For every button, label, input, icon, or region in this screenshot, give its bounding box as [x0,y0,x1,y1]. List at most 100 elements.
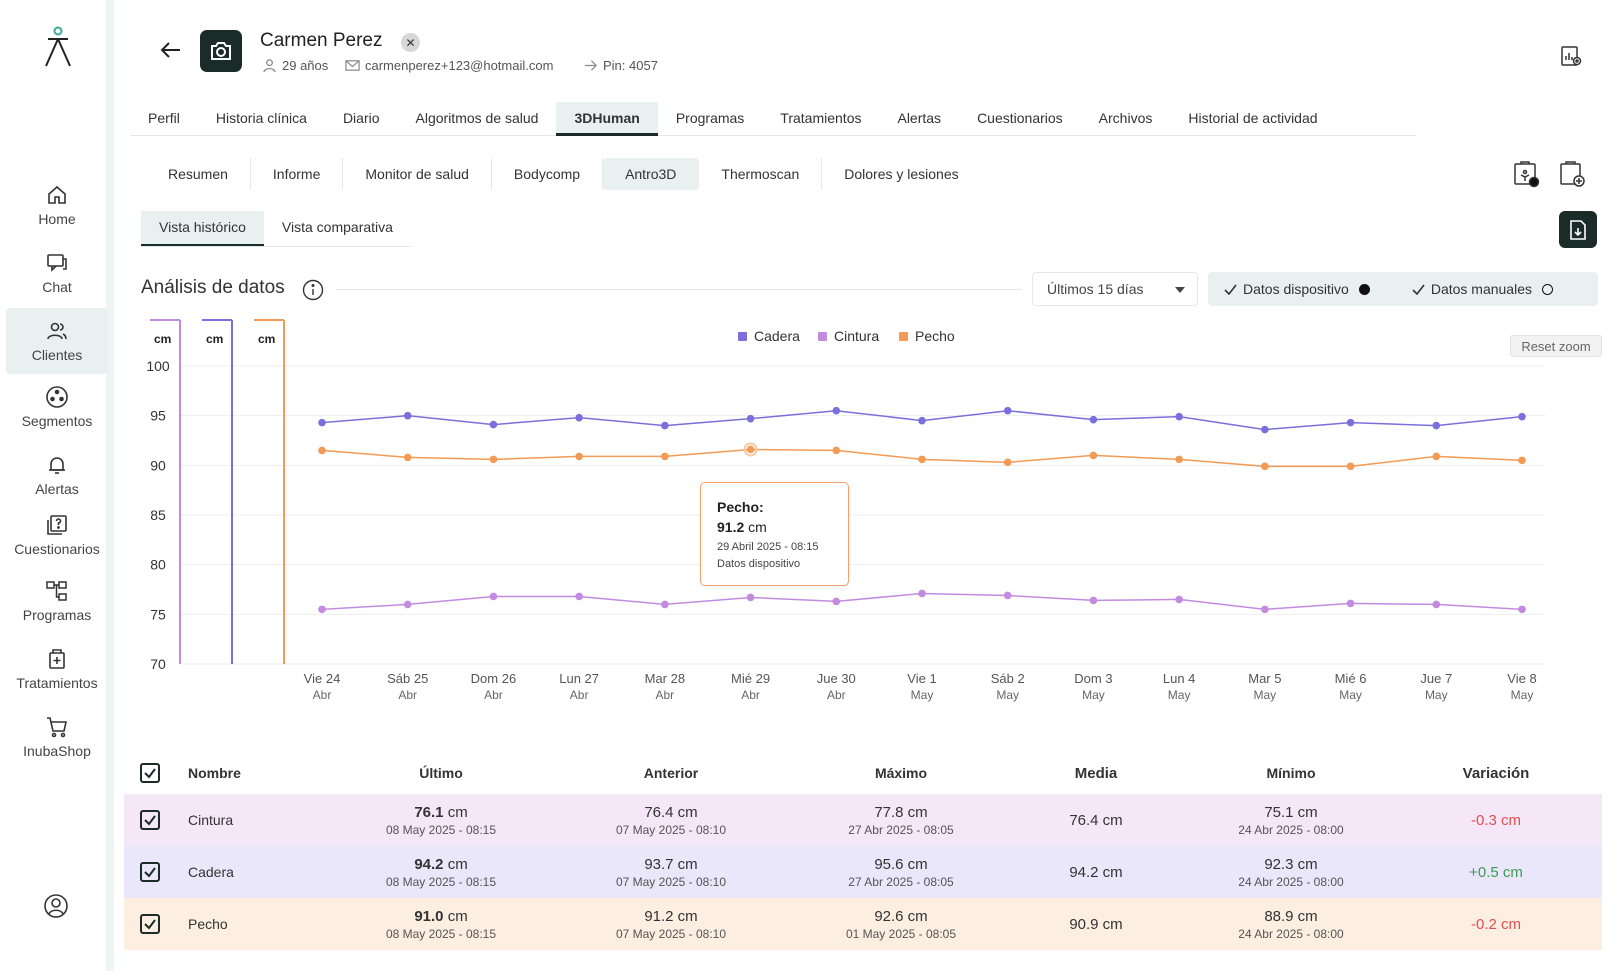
sidebar-item-programas[interactable]: Programas [6,568,108,634]
tab-vista-comparativa[interactable]: Vista comparativa [281,219,393,235]
sidebar-item-clientes[interactable]: Clientes [6,308,108,374]
cell-minimo: 75.1 cm 24 Abr 2025 - 08:00 [1238,803,1344,837]
subtab-bodycomp[interactable]: Bodycomp [492,158,604,190]
data-point [661,421,669,430]
chat-icon [47,254,67,272]
check-icon [1224,284,1237,295]
view-tabs: Vista histórico Vista comparativa [141,211,411,247]
subtab-dolores-y-lesiones[interactable]: Dolores y lesiones [844,166,959,182]
tab-alertas[interactable]: Alertas [897,110,942,126]
sidebar-item-label: Programas [22,607,92,623]
table-row[interactable]: Cadera 94.2 cm 08 May 2025 - 08:15 93.7 cm 0… [124,846,1602,898]
cell-ultimo: 94.2 cm 08 May 2025 - 08:15 [385,855,497,889]
toggle-manual-data[interactable]: Datos manuales [1412,281,1553,297]
data-point [1518,605,1526,614]
tab-diario[interactable]: Diario [342,110,380,126]
cell-maximo: 77.8 cm 27 Abr 2025 - 08:05 [848,803,954,837]
sidebar-item-tratamientos[interactable]: Tratamientos [6,636,108,702]
sidebar-item-chat[interactable]: Chat [6,240,108,306]
data-point [1003,406,1012,415]
add-clipboard-icon[interactable] [1558,160,1586,188]
tooltip-title: Pecho: [717,499,764,515]
tab-tratamientos[interactable]: Tratamientos [780,110,862,126]
report-settings-icon[interactable] [1559,44,1583,68]
chevron-down-icon [1175,287,1185,293]
chart-tooltip: Pecho: 91.2 cm 29 Abril 2025 - 08:15 Dat… [700,482,849,586]
range-select[interactable]: Últimos 15 días [1032,272,1198,306]
info-icon[interactable] [302,279,324,301]
toggle-device-data[interactable]: Datos dispositivo [1224,281,1370,297]
close-client-icon[interactable]: ✕ [401,33,420,52]
subtab-informe[interactable]: Informe [251,158,344,190]
tab-algoritmos-de-salud[interactable]: Algoritmos de salud [415,110,539,126]
measurements-chart: 70 75 80 85 90 95 100 cm cm cm Vie 24 Abr Sáb 25 Abr D… [146,319,1545,702]
data-point [1518,456,1526,465]
body-scan-icon[interactable] [1512,160,1540,188]
programs-icon [46,581,67,601]
select-all-checkbox[interactable] [140,763,160,783]
data-point [1346,462,1355,471]
x-tick-label: Vie 1 [907,671,936,686]
sidebar-item-label: Cuestionarios [14,541,100,557]
tab-cuestionarios[interactable]: Cuestionarios [977,110,1063,126]
x-tick-label: Sáb 25 [387,671,428,686]
x-tick-sublabel: Abr [484,688,503,702]
col-anterior[interactable]: Anterior [643,765,699,781]
col-ultimo[interactable]: Último [419,765,463,781]
treatments-icon [49,649,65,669]
cell-variacion: +0.5 cm [1469,863,1523,881]
data-point [403,453,412,462]
sidebar-item-cuestionarios[interactable]: Cuestionarios [6,502,108,568]
download-report-button[interactable] [1559,211,1597,248]
data-point [575,452,583,461]
row-checkbox[interactable] [140,914,160,934]
tooltip-source: Datos dispositivo [717,558,801,570]
data-point [318,418,326,427]
tab-historial-de-actividad[interactable]: Historial de actividad [1188,110,1318,126]
sidebar-item-alertas[interactable]: Alertas [6,442,108,508]
col-nombre[interactable]: Nombre [188,765,241,781]
data-point [661,452,669,461]
subtab-resumen[interactable]: Resumen [146,158,251,190]
cell-maximo: 92.6 cm 01 May 2025 - 08:05 [845,907,957,941]
home-icon [48,185,66,204]
tab-3dhuman[interactable]: 3DHuman [556,102,658,136]
data-point [918,455,926,464]
row-checkbox[interactable] [140,862,160,882]
data-point [1432,452,1441,461]
table-row[interactable]: Pecho 91.0 cm 08 May 2025 - 08:15 91.2 cm 07… [124,898,1602,950]
back-arrow-icon[interactable] [158,38,184,62]
tab-archivos[interactable]: Archivos [1098,110,1153,126]
col-variacion[interactable]: Variación [1462,764,1530,782]
y-tick-label: 100 [146,358,170,374]
app-logo-icon[interactable] [40,26,76,70]
reset-zoom-button[interactable]: Reset zoom [1510,335,1602,357]
user-profile-icon[interactable] [42,892,70,920]
row-checkbox[interactable] [140,810,160,830]
sidebar-item-segmentos[interactable]: Segmentos [6,374,108,440]
y-tick-label: 90 [150,457,166,473]
subtab-thermoscan[interactable]: Thermoscan [699,158,823,190]
sidebar-item-inubashop[interactable]: InubaShop [6,704,108,770]
data-point [746,414,755,423]
tab-vista-historico[interactable]: Vista histórico [141,211,264,246]
subtab-antro3d[interactable]: Antro3D [603,158,700,190]
avatar[interactable] [200,30,242,72]
x-tick-sublabel: May [911,688,934,702]
y-axis-unit: cm [154,332,171,346]
analysis-title: Análisis de datos [141,277,285,298]
col-media[interactable]: Media [1074,764,1118,782]
tab-historia-clinica[interactable]: Historia clínica [215,110,307,126]
tab-perfil[interactable]: Perfil [148,110,180,126]
divider [336,289,1022,290]
col-minimo[interactable]: Mínimo [1266,765,1316,781]
data-point [1346,418,1355,427]
table-row[interactable]: Cintura 76.1 cm 08 May 2025 - 08:15 76.4 cm… [124,794,1602,846]
data-point [318,446,326,455]
sidebar-item-home[interactable]: Home [6,172,108,238]
subtab-monitor-de-salud[interactable]: Monitor de salud [343,158,492,190]
tab-programas[interactable]: Programas [675,110,745,126]
data-point [575,592,583,601]
client-name: Carmen Perez [260,30,383,51]
col-maximo[interactable]: Máximo [874,765,928,781]
